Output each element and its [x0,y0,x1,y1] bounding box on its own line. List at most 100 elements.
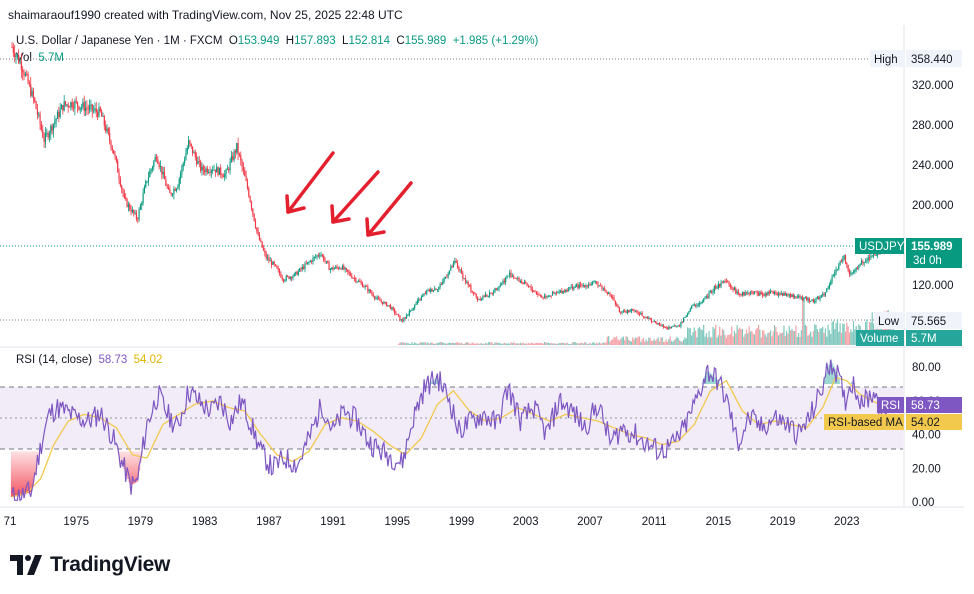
candle [28,80,30,88]
tradingview-logo-text: TradingView [50,553,171,576]
volume-bar [474,343,476,345]
volume-bar [713,328,715,345]
volume-bar [844,331,847,345]
legend-close-value: 155.989 [404,35,447,47]
volume-bar [751,330,753,345]
volume-bar [814,324,816,345]
symbol-legend: U.S. Dollar / Japanese Yen · 1M · FXCM O… [16,35,538,47]
candle [392,306,394,312]
candle [632,308,634,311]
candle [499,282,501,288]
volume-bar [626,336,629,345]
candle [225,168,227,180]
volume-bar [567,343,570,345]
volume-bar [590,343,592,345]
volume-bar [495,342,497,345]
candle [415,301,417,306]
candle [757,290,760,297]
candle [776,292,778,296]
candle [656,321,658,325]
volume-bar [848,332,851,345]
tradingview-logo[interactable]: TradingView [10,553,170,577]
candle [368,288,370,294]
candle [593,279,595,283]
candle [495,288,497,291]
candle [796,294,798,299]
time-tick-label: 1983 [192,516,218,528]
volume-bar [617,339,619,345]
candle [490,292,492,295]
candle [336,264,338,270]
price-axis[interactable]: 320.000 280.000 240.000 200.000 120.000 [912,80,954,292]
volume-bar [818,331,820,345]
volume-bar [640,341,642,345]
candle [87,104,89,115]
candle [648,316,650,319]
candle [418,297,420,303]
volume-bar [808,334,810,345]
volume-bar [755,329,757,345]
volume-bar [511,343,513,345]
time-tick-label: 1999 [449,516,475,528]
symbol-badge-label: USDJPY [859,241,905,253]
volume-bar [815,325,817,345]
rsi-ma-line [11,376,893,498]
volume-bar [820,328,822,345]
candle [402,317,404,323]
candle [196,152,198,167]
volume-bar [605,342,607,345]
candle [145,179,147,189]
candle [281,274,283,282]
volume-bar [681,341,683,345]
volume-bar [423,342,425,345]
legend-low-value: 152.814 [348,35,391,47]
candle [547,295,550,298]
candle [122,188,124,198]
volume-bar [424,342,426,345]
candle [747,290,749,296]
candle [367,284,369,294]
candle [246,178,249,191]
candle [716,285,718,290]
candle [289,276,291,281]
candle [291,276,293,282]
volume-bar [823,333,825,345]
rsi-tick-label: 40.00 [912,430,941,442]
candle [621,311,623,315]
candle [106,124,108,134]
candle [315,253,317,259]
candle [452,260,455,268]
volume-bar [678,340,681,345]
candle [150,168,152,175]
volume-bar [470,343,472,345]
volume-bar [717,335,719,345]
candle [52,123,55,138]
candle [494,287,496,293]
candle [756,290,758,297]
candle [107,127,109,136]
candle [430,287,432,294]
volume-bar [646,341,649,345]
time-axis[interactable]: 71 1975 1979 1983 1987 1991 1995 1999 2003 2007 20… [4,516,860,528]
volume-bar [407,342,409,345]
candle [208,169,210,174]
rsi-tick-label: 80.00 [912,362,941,374]
volume-bar [515,343,517,345]
price-tick-label: 240.000 [912,160,954,172]
candle [110,139,112,151]
volume-bar [760,337,762,345]
candle [43,132,45,148]
candle [304,261,306,273]
candle [799,294,801,300]
candle [30,77,32,98]
volume-bar [802,299,804,345]
candle [221,173,223,179]
candle [604,285,606,292]
price-tick-label: 320.000 [912,80,954,92]
candle [479,296,481,302]
candle [737,288,740,296]
candle [501,282,503,286]
volume-bar [553,342,555,345]
